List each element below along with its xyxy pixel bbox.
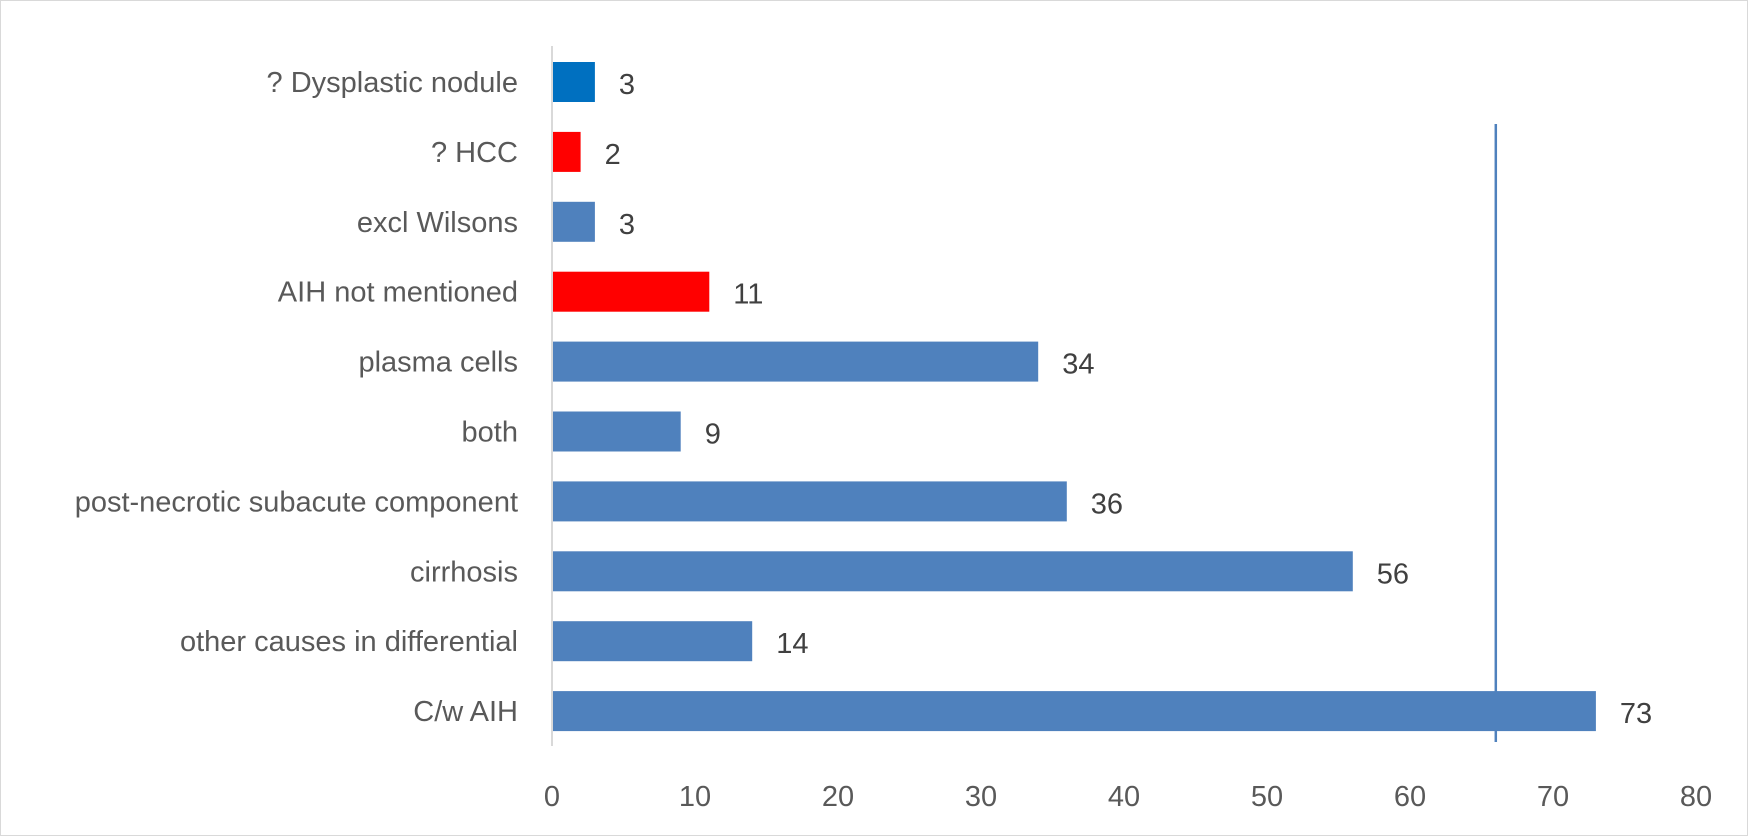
bar-both — [552, 411, 681, 452]
category-label-aih-not-mentioned: AIH not mentioned — [278, 277, 518, 309]
x-tick-label-40: 40 — [1108, 781, 1140, 813]
category-label-plasma-cells: plasma cells — [358, 347, 518, 379]
x-tick-label-30: 30 — [965, 781, 997, 813]
bar-aih-not-mentioned — [552, 271, 710, 312]
bar-cirrhosis — [552, 551, 1353, 592]
x-tick-label-0: 0 — [544, 781, 560, 813]
data-label-c-w-aih: 73 — [1620, 698, 1652, 730]
x-tick-label-70: 70 — [1537, 781, 1569, 813]
labels-layer: ? Dysplastic nodule 3 ? HCC 2 excl Wilsons 3 A… — [75, 67, 1652, 730]
bar-plasma-cells — [552, 341, 1039, 382]
bar-dysplastic-nodule — [552, 62, 595, 102]
x-tick-label-50: 50 — [1251, 781, 1283, 813]
bar-hcc — [552, 131, 581, 172]
category-label-excl-wilsons: excl Wilsons — [357, 207, 518, 239]
x-tick-label-60: 60 — [1394, 781, 1426, 813]
data-label-post-necrotic-subacute-component: 36 — [1091, 488, 1123, 520]
data-label-other-causes-in-differential: 14 — [776, 628, 808, 660]
category-label-cirrhosis: cirrhosis — [410, 556, 518, 588]
category-label-dysplastic-nodule: ? Dysplastic nodule — [267, 67, 518, 99]
data-label-both: 9 — [705, 419, 721, 451]
bars-layer — [552, 62, 1596, 732]
data-label-cirrhosis: 56 — [1377, 558, 1409, 590]
category-label-hcc: ? HCC — [431, 137, 518, 169]
category-label-both: both — [462, 417, 518, 449]
bar-post-necrotic-subacute-component — [552, 481, 1067, 522]
category-label-c-w-aih: C/w AIH — [413, 696, 518, 728]
x-tick-label-10: 10 — [679, 781, 711, 813]
axis-layer: 0 10 20 30 40 50 60 70 80 — [544, 46, 1712, 813]
data-label-hcc: 2 — [605, 139, 621, 171]
data-label-dysplastic-nodule: 3 — [619, 69, 635, 101]
category-label-other-causes-in-differential: other causes in differential — [180, 626, 518, 658]
data-label-excl-wilsons: 3 — [619, 209, 635, 241]
data-label-plasma-cells: 34 — [1062, 349, 1094, 381]
bar-c-w-aih — [552, 691, 1596, 732]
bar-excl-wilsons — [552, 201, 595, 242]
category-label-post-necrotic-subacute-component: post-necrotic subacute component — [75, 486, 518, 518]
x-tick-label-20: 20 — [822, 781, 854, 813]
bar-other-causes-in-differential — [552, 621, 753, 662]
x-tick-label-80: 80 — [1680, 781, 1712, 813]
data-label-aih-not-mentioned: 11 — [733, 279, 763, 311]
